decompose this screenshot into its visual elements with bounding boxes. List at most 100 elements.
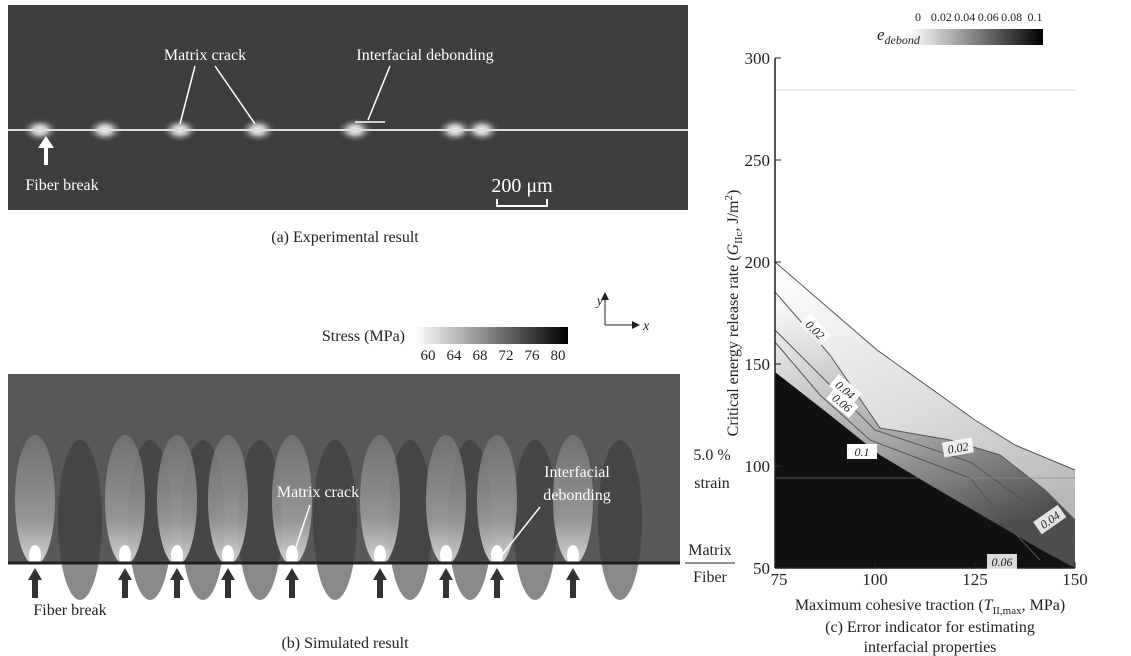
y-tick-label: 150 [745,355,771,374]
label: Matrix [688,542,732,559]
label-sub: debond [885,33,921,47]
contour-fill [775,372,1075,568]
pointer [367,65,391,121]
label-part: G [725,243,742,255]
x-tick-label: 150 [1062,570,1088,589]
contour-label: 0.1 [847,444,877,459]
y-tick-label: 250 [745,151,771,170]
pointer [501,506,541,556]
colorbar-tick-label: 0 [915,10,921,24]
arrow [566,568,580,598]
label-box [941,437,974,458]
colorbar-tick-label: 0.06 [978,10,999,24]
colorbar-tick-label: 0.04 [954,10,975,24]
stress-lobe [360,435,400,565]
contour-line [774,261,1076,471]
scale-bar-label: 200 μm [491,175,553,197]
label-part: ) [725,190,742,195]
stress-lobe [208,435,248,565]
label-part: T [984,597,994,614]
label-part: , MPa) [1022,597,1066,614]
arrow-head [632,321,640,329]
colorbar-tick-label: 60 [421,348,436,364]
label-box [847,444,877,459]
caption: (c) Error indicator for estimating [825,619,1035,636]
panel-a: Matrix crack Interfacial debonding Fiber… [8,5,688,246]
arrow [170,568,184,598]
colorbar [415,327,568,344]
stress-lobe [598,440,642,600]
label: Fiber break [33,602,106,619]
colorbar-tick-label: 72 [499,348,514,364]
experiment-image [8,5,688,210]
label-box [987,554,1017,569]
colorbar-tick-label: 0.1 [1028,10,1043,24]
pointer [214,65,256,125]
label-part: e [877,25,885,44]
stress-lobe [426,435,466,565]
arrow [373,568,387,598]
colorbar-tick-label: 80 [551,348,566,364]
label-box [1033,504,1067,535]
stress-lobe [313,440,357,600]
arrow [285,568,299,598]
stress-lobe [238,440,282,600]
stress-lobe [553,435,593,565]
label-part: , J/m [725,200,742,232]
arrow [439,568,453,598]
x-tick-label: 100 [862,570,888,589]
y-tick-label: 50 [753,559,770,578]
label-sub: II,max [993,605,1023,617]
arrow [38,136,54,165]
crack-glow [222,545,234,565]
y-tick-label: 100 [745,457,771,476]
arrow [28,568,42,598]
contour-value: 0.1 [855,445,870,459]
stress-lobe [105,435,145,565]
contour-value: 0.06 [992,555,1013,569]
label-box [829,374,862,406]
caption: interfacial properties [864,639,997,656]
label: debonding [543,487,611,504]
label: Interfacial [544,464,610,481]
caption: (b) Simulated result [281,635,409,652]
x-tick-label: 75 [771,570,788,589]
y-tick-label: 200 [745,253,771,272]
crack-glow [440,545,452,565]
contour-label: 0.02 [941,437,974,458]
colorbar-label: edebond [877,25,921,47]
contour-line [774,341,1041,561]
label: Interfacial debonding [356,47,493,64]
crack-glow [29,545,41,565]
axis-name: y [595,294,604,309]
scale-bar [496,199,548,207]
colorbar-tick-label: 68 [473,348,488,364]
crack-glow [119,545,131,565]
crack-glow [171,545,183,565]
label: Fiber break [25,177,98,194]
colorbar-tick-label: 0.02 [931,10,952,24]
stress-lobe [157,435,197,565]
pointer [179,65,196,125]
label-part: Critical energy release rate ( [725,255,742,436]
crack-glow [567,545,579,565]
stress-lobe [477,435,517,565]
label-sub: IIc [733,232,745,244]
arrow [221,568,235,598]
arrow-head [601,292,609,300]
contour-line [774,329,1076,546]
label: 5.0 % [693,447,730,464]
contour-line [774,291,1076,521]
x-tick-label: 125 [962,570,988,589]
crack-glow [491,545,503,565]
x-axis-label: Maximum cohesive traction (TII,max, MPa) [795,597,1065,617]
y-axis-label: Critical energy release rate (GIIc, J/m2… [723,190,745,437]
label: Matrix crack [164,47,246,64]
colorbar-label: Stress (MPa) [322,328,405,345]
label-part: Maximum cohesive traction ( [795,597,984,614]
colorbar-tick-label: 0.08 [1001,10,1022,24]
contour-label: 0.06 [987,554,1017,569]
label-sup: 2 [723,195,735,201]
pointer [294,504,311,551]
